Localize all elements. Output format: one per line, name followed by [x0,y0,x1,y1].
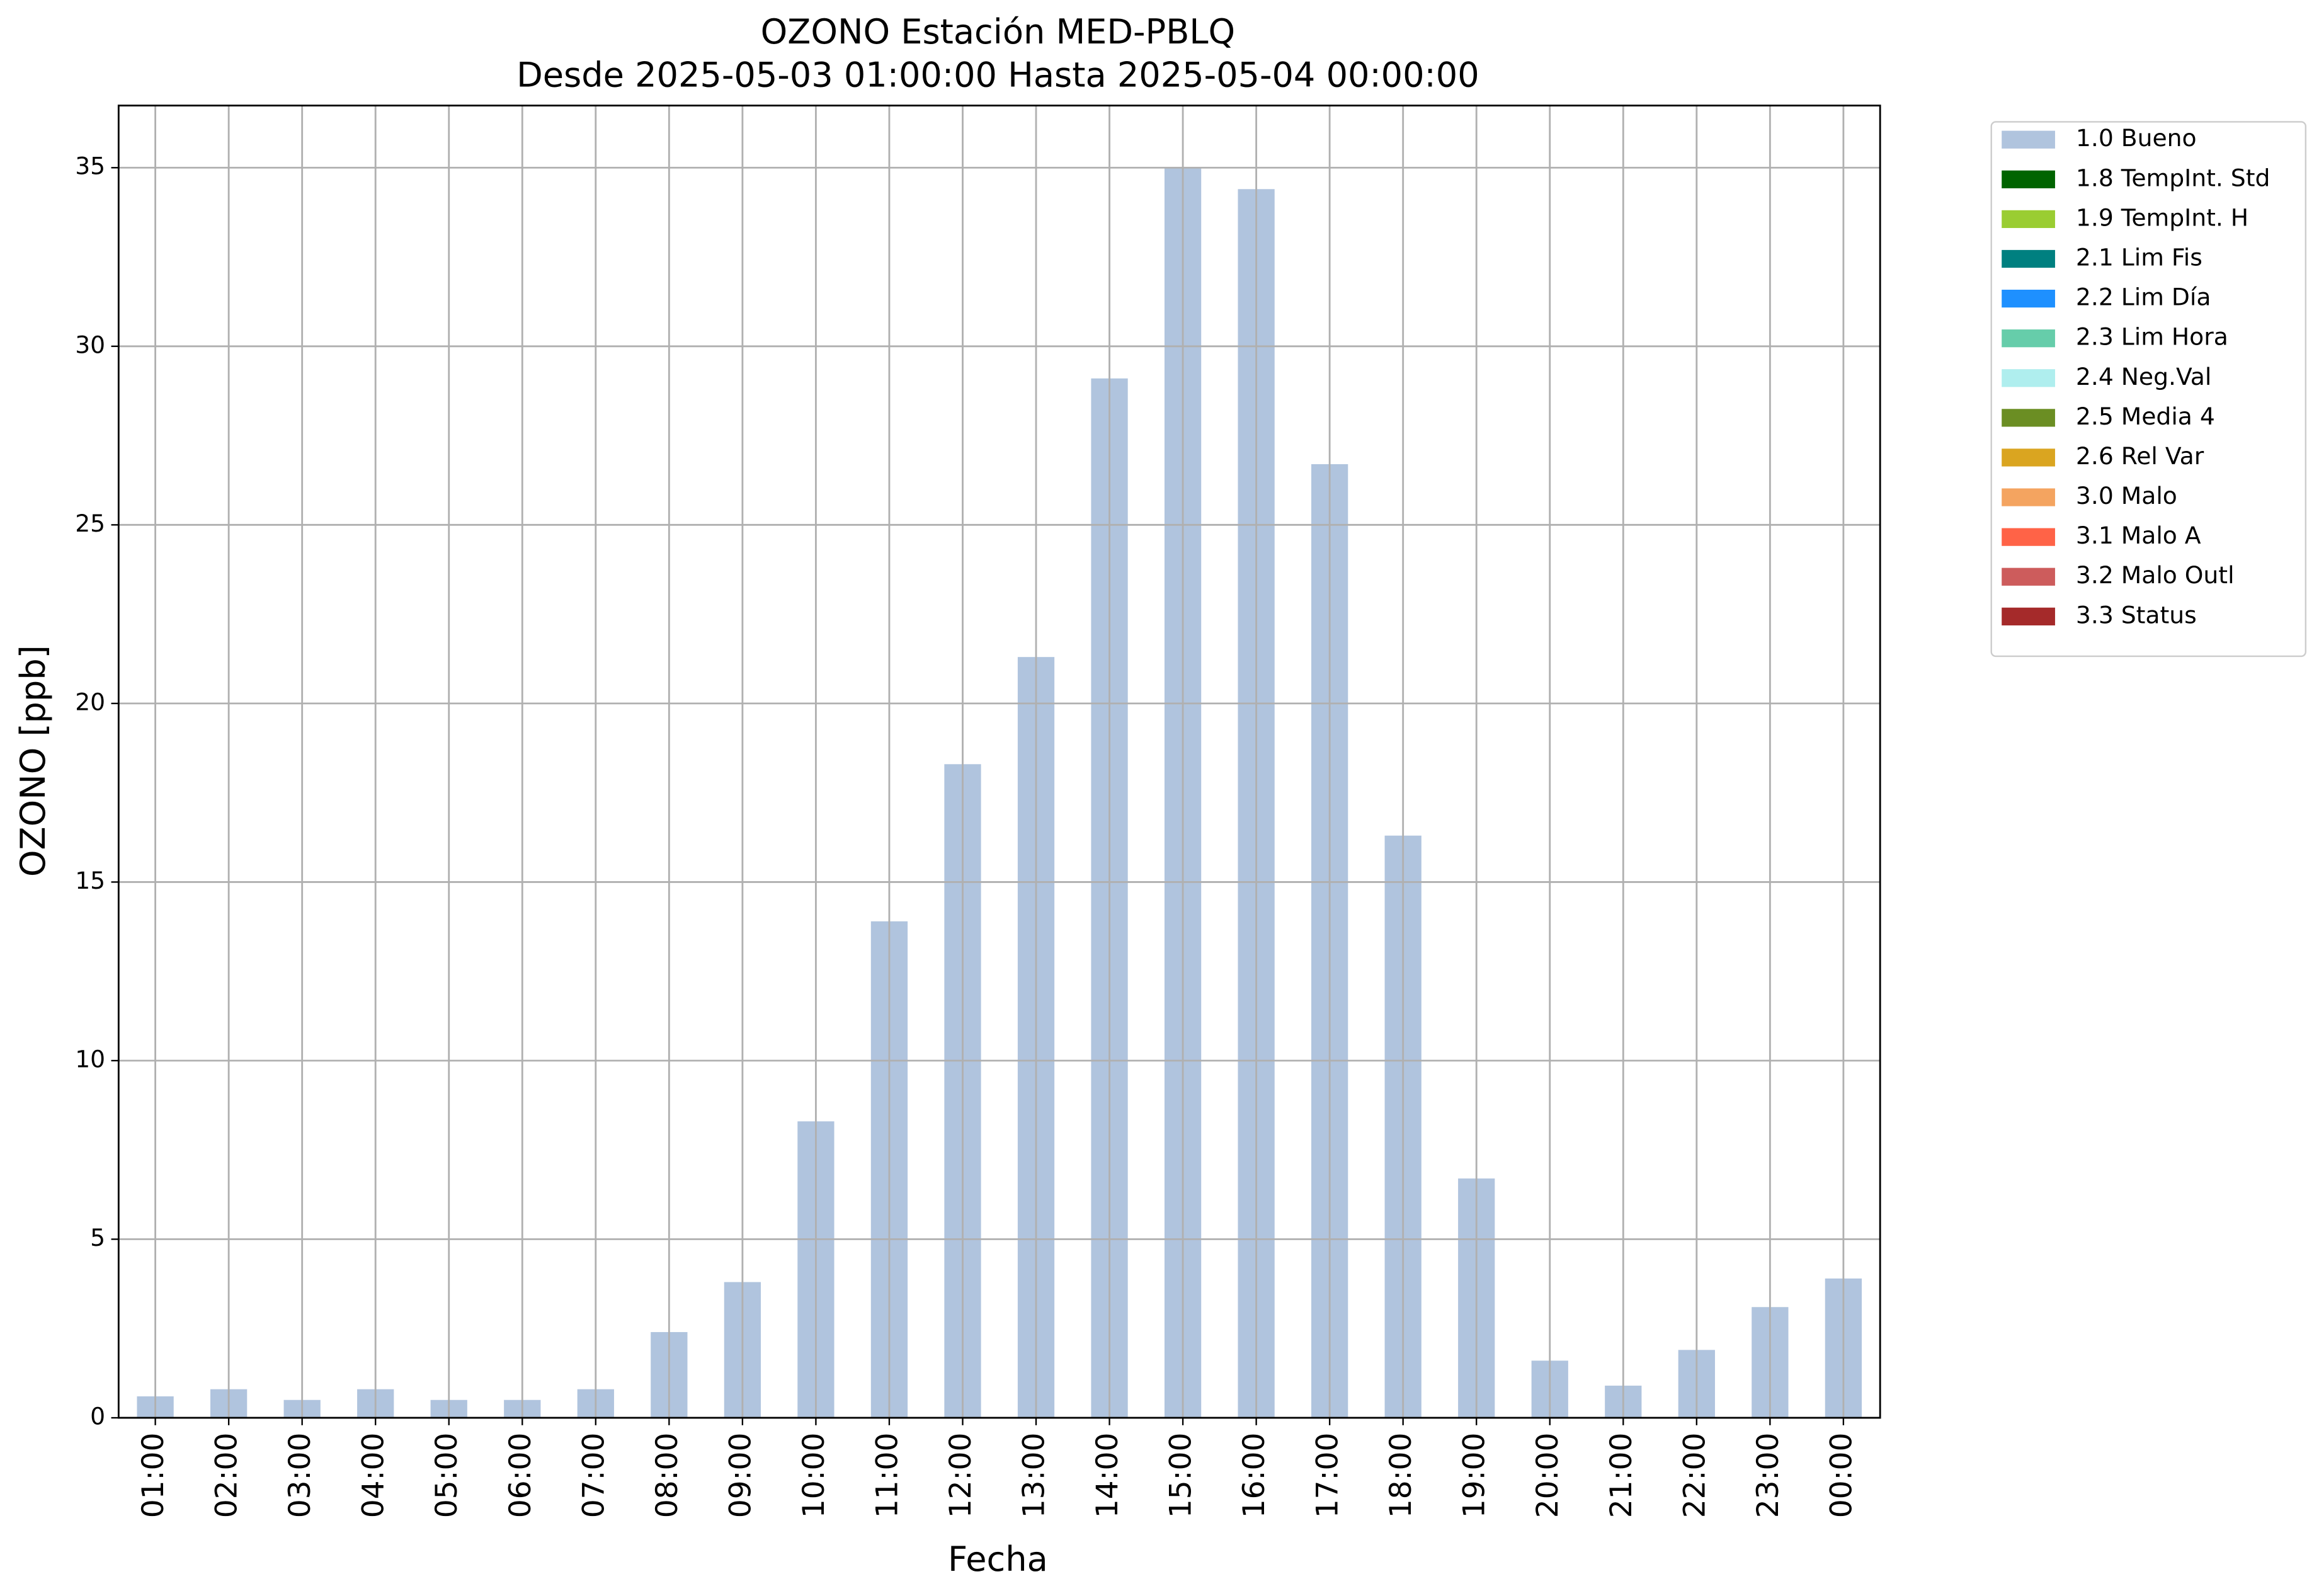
legend-swatch [2002,210,2055,229]
x-tick-label: 10:00 [797,1433,831,1519]
x-tick-label: 15:00 [1164,1433,1199,1519]
legend-swatch [2002,369,2055,387]
x-tick-label: 12:00 [943,1433,978,1519]
x-tick-label: 03:00 [283,1433,317,1519]
legend-label: 3.0 Malo [2076,482,2177,510]
y-tick-label: 30 [75,331,105,358]
plot-frame [117,105,1881,1419]
x-tick-label: 05:00 [430,1433,464,1519]
legend-label: 2.5 Media 4 [2076,402,2215,430]
legend-label: 2.3 Lim Hora [2076,323,2228,351]
x-tick-label: 02:00 [210,1433,244,1519]
legend-swatch [2002,448,2055,467]
y-tick-label: 15 [75,867,105,894]
legend-label: 2.4 Neg.Val [2076,363,2211,390]
x-tick-label: 00:00 [1824,1433,1859,1519]
x-tick-label: 18:00 [1384,1433,1418,1519]
x-tick-label: 09:00 [723,1433,758,1519]
legend-label: 2.6 Rel Var [2076,442,2204,470]
x-tick-label: 04:00 [356,1433,391,1519]
x-tick-label: 08:00 [650,1433,685,1519]
y-axis-label: OZONO [ppb] [13,645,53,877]
legend-label: 3.3 Status [2076,601,2197,629]
x-tick-label: 07:00 [576,1433,611,1519]
x-axis-label: Fecha [948,1539,1048,1579]
x-tick-label: 21:00 [1604,1433,1639,1519]
x-tick-label: 14:00 [1090,1433,1125,1519]
y-tick-label: 0 [90,1403,105,1430]
legend-swatch [2002,289,2055,308]
x-tick-label: 11:00 [870,1433,904,1519]
legend-swatch [2002,249,2055,268]
legend-label: 1.0 Bueno [2076,124,2197,152]
chart-title: OZONO Estación MED-PBLQ [761,12,1235,52]
y-tick-label: 20 [75,688,105,715]
x-tick-label: 20:00 [1530,1433,1565,1519]
x-tick-label: 13:00 [1017,1433,1052,1519]
legend-label: 3.2 Malo Outl [2076,561,2235,589]
x-tick-label: 17:00 [1311,1433,1345,1519]
legend-box [1990,121,2306,658]
legend-swatch [2002,567,2055,586]
legend-swatch [2002,607,2055,625]
y-tick-label: 5 [90,1224,105,1251]
legend-swatch [2002,488,2055,506]
y-tick-label: 10 [75,1045,105,1073]
legend-swatch [2002,170,2055,188]
legend-label: 2.2 Lim Día [2076,283,2211,311]
legend-swatch [2002,329,2055,348]
x-tick-label: 01:00 [136,1433,171,1519]
legend-label: 1.9 TempInt. H [2076,203,2248,231]
legend-label: 3.1 Malo A [2076,522,2201,549]
x-tick-label: 22:00 [1677,1433,1712,1519]
legend-swatch [2002,409,2055,427]
legend-swatch [2002,130,2055,149]
x-tick-label: 06:00 [503,1433,538,1519]
x-tick-label: 16:00 [1237,1433,1272,1519]
x-tick-label: 19:00 [1457,1433,1492,1519]
legend-label: 1.8 TempInt. Std [2076,164,2270,191]
y-tick-label: 25 [75,510,105,537]
legend-swatch [2002,528,2055,546]
chart-subtitle: Desde 2025-05-03 01:00:00 Hasta 2025-05-… [516,55,1479,94]
x-tick-label: 23:00 [1751,1433,1786,1519]
y-tick-label: 35 [75,152,105,180]
legend-label: 2.1 Lim Fis [2076,244,2202,271]
